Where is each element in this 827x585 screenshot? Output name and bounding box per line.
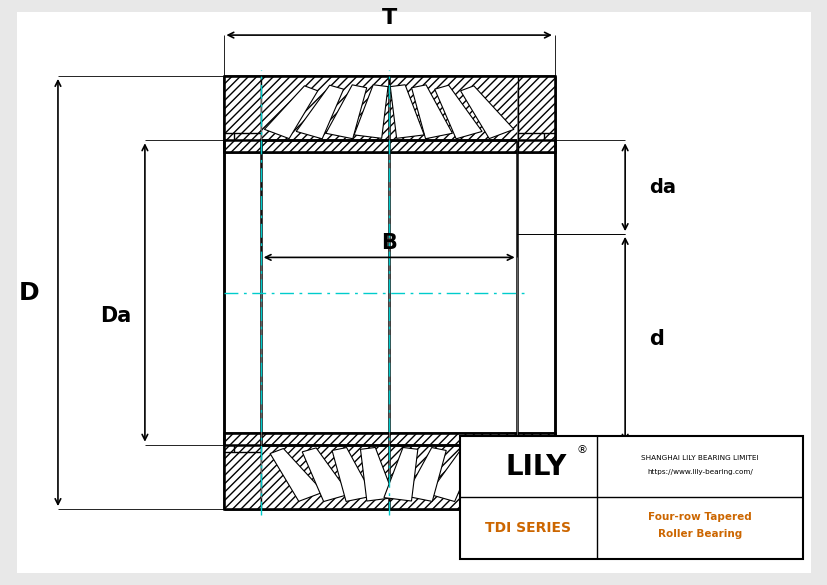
Bar: [261, 433, 517, 509]
Bar: [223, 433, 554, 509]
Bar: [223, 76, 554, 152]
Polygon shape: [326, 85, 366, 139]
Polygon shape: [411, 85, 452, 139]
Bar: [517, 433, 554, 509]
Bar: [223, 76, 261, 152]
Text: T: T: [381, 8, 396, 27]
Text: Roller Bearing: Roller Bearing: [657, 529, 741, 539]
Text: B: B: [380, 233, 397, 253]
Text: TDI SERIES: TDI SERIES: [485, 521, 571, 535]
Bar: [261, 76, 517, 152]
Polygon shape: [302, 448, 349, 501]
Bar: [223, 433, 261, 509]
Polygon shape: [296, 85, 343, 139]
Bar: [223, 140, 554, 445]
Text: d: d: [648, 329, 663, 349]
Text: D: D: [19, 280, 39, 305]
Text: Four-row Tapered: Four-row Tapered: [648, 512, 751, 522]
Polygon shape: [405, 448, 446, 501]
Text: https://www.lily-bearing.com/: https://www.lily-bearing.com/: [647, 469, 752, 476]
Bar: [459, 436, 802, 559]
Polygon shape: [454, 449, 508, 501]
Text: LILY: LILY: [505, 453, 566, 480]
Polygon shape: [390, 85, 423, 138]
Bar: [517, 76, 554, 152]
Text: SHANGHAI LILY BEARING LIMITEI: SHANGHAI LILY BEARING LIMITEI: [640, 455, 758, 461]
Polygon shape: [332, 448, 372, 501]
Polygon shape: [460, 86, 514, 139]
Polygon shape: [428, 448, 476, 501]
Polygon shape: [384, 448, 418, 501]
Text: da: da: [648, 178, 675, 197]
Polygon shape: [264, 86, 318, 139]
Polygon shape: [354, 85, 388, 138]
Polygon shape: [270, 449, 323, 501]
Polygon shape: [434, 85, 481, 139]
Polygon shape: [360, 448, 394, 501]
Text: Da: Da: [100, 306, 131, 326]
Text: ®: ®: [576, 445, 587, 455]
